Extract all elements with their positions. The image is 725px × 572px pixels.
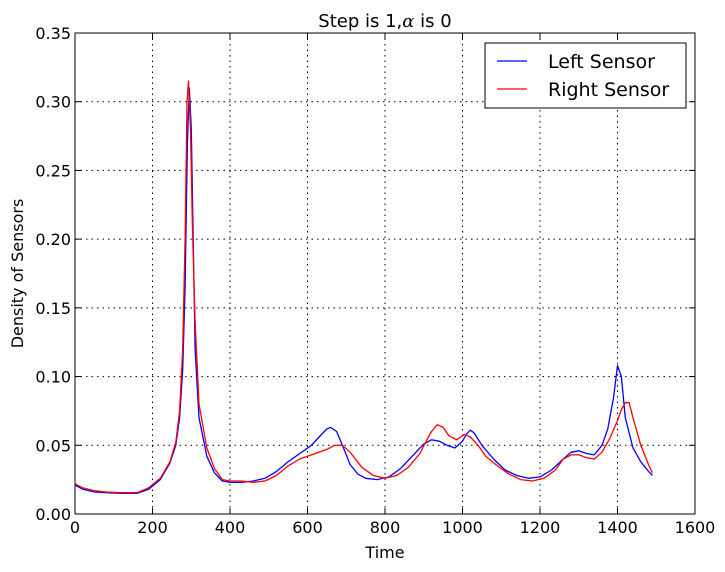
legend-label-left-sensor: Left Sensor: [548, 51, 655, 73]
x-tick-label: 400: [215, 518, 246, 537]
x-tick-label: 800: [370, 518, 401, 537]
x-tick-label: 1200: [520, 518, 561, 537]
legend-label-right-sensor: Right Sensor: [548, 79, 669, 101]
y-axis-label: Density of Sensors: [8, 199, 27, 349]
y-tick-label: 0.35: [35, 24, 71, 43]
series-line-right-sensor: [74, 80, 653, 494]
y-tick-label: 0.25: [35, 161, 71, 180]
chart-title: Step is 1,α is 0: [318, 11, 451, 32]
title-suffix: is 0: [414, 11, 451, 32]
axis-ticks: 0 200 400 600 800 1000 1200 1400 1600 0.00 0.05 0.1…: [35, 24, 715, 537]
x-tick-label: 1000: [442, 518, 483, 537]
x-tick-label: 1600: [675, 518, 716, 537]
y-tick-label: 0.30: [35, 93, 71, 112]
title-alpha-symbol: α: [402, 11, 414, 32]
x-tick-label: 0: [70, 518, 80, 537]
title-prefix: Step is 1,: [318, 11, 402, 32]
y-tick-label: 0.10: [35, 368, 71, 387]
legend-box: [484, 42, 687, 109]
y-tick-label: 0.05: [35, 436, 71, 455]
legend: Left Sensor Right Sensor: [484, 42, 687, 109]
x-tick-label: 600: [292, 518, 323, 537]
y-tick-label: 0.15: [35, 299, 71, 318]
x-tick-label: 1400: [597, 518, 638, 537]
y-tick-label: 0.20: [35, 230, 71, 249]
plot-series: [74, 80, 653, 495]
y-tick-label: 0.00: [35, 505, 71, 524]
series-line-left-sensor: [74, 87, 653, 495]
x-tick-label: 200: [137, 518, 168, 537]
x-axis-label: Time: [364, 543, 404, 562]
